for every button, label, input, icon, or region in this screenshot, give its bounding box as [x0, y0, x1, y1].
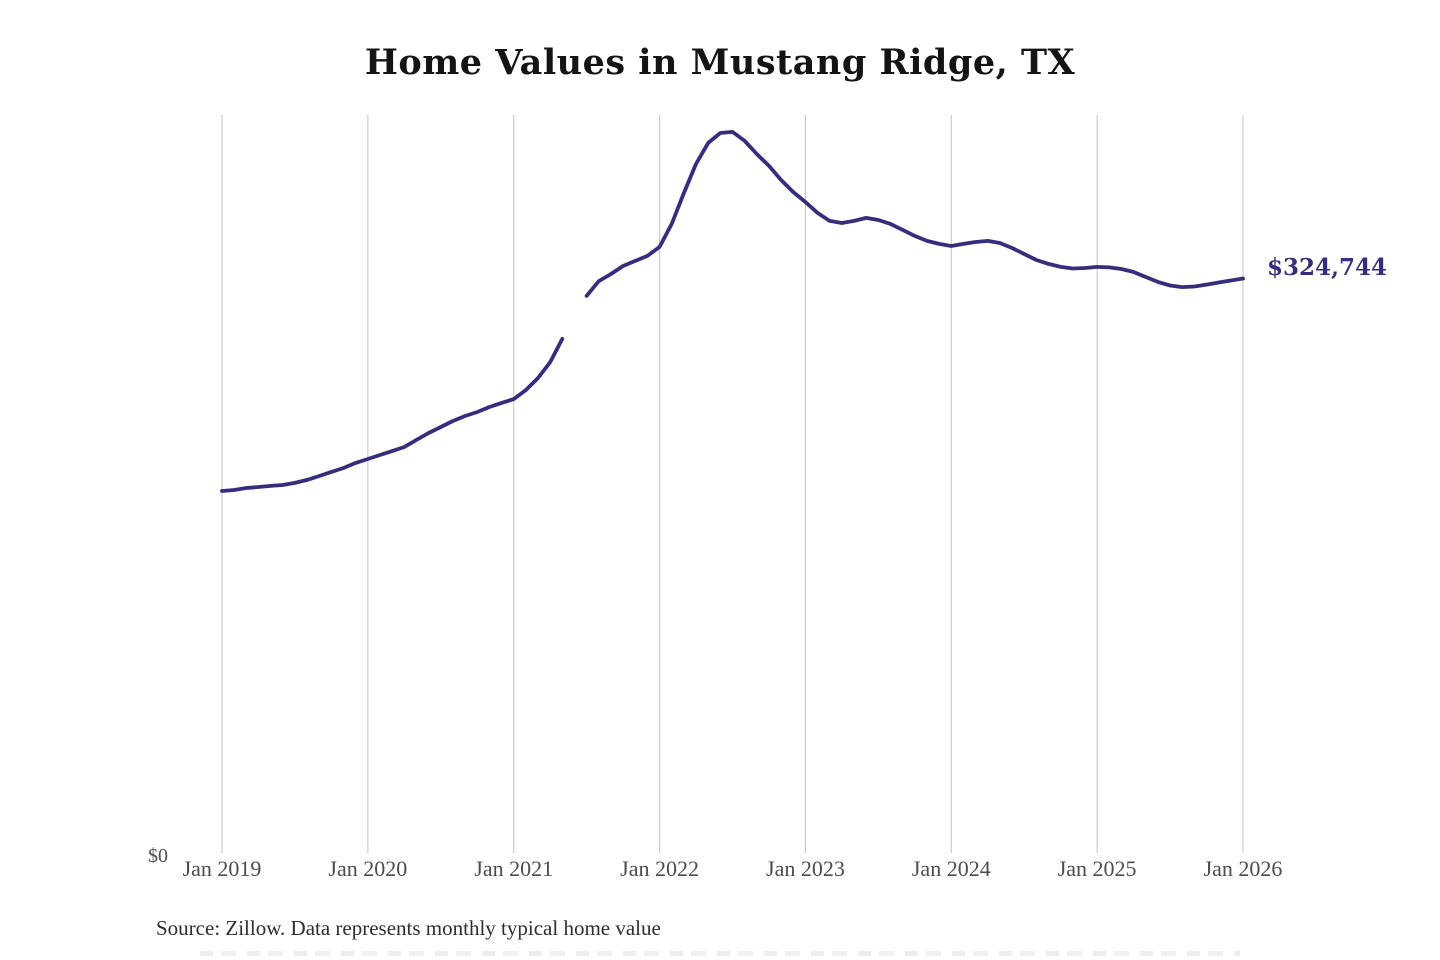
x-axis-label: Jan 2025 — [1057, 856, 1137, 881]
x-axis-label: Jan 2021 — [474, 856, 554, 881]
chart-title: Home Values in Mustang Ridge, TX — [364, 42, 1076, 83]
x-axis-label: Jan 2026 — [1203, 856, 1283, 881]
x-axis-label: Jan 2023 — [766, 856, 845, 881]
cropped-text-strip — [200, 951, 1240, 956]
value-line-path — [220, 130, 1245, 493]
x-axis-label: Jan 2022 — [620, 856, 699, 881]
x-axis-label: Jan 2019 — [182, 856, 262, 881]
current-value-label: $324,744 — [1267, 254, 1388, 281]
gridlines — [221, 115, 1244, 853]
x-axis-label: Jan 2024 — [911, 856, 991, 881]
y-axis-zero-label: $0 — [148, 845, 168, 867]
source-attribution: Source: Zillow. Data represents monthly … — [156, 916, 661, 940]
x-axis-label: Jan 2020 — [328, 856, 408, 881]
home-value-line — [220, 130, 1245, 493]
